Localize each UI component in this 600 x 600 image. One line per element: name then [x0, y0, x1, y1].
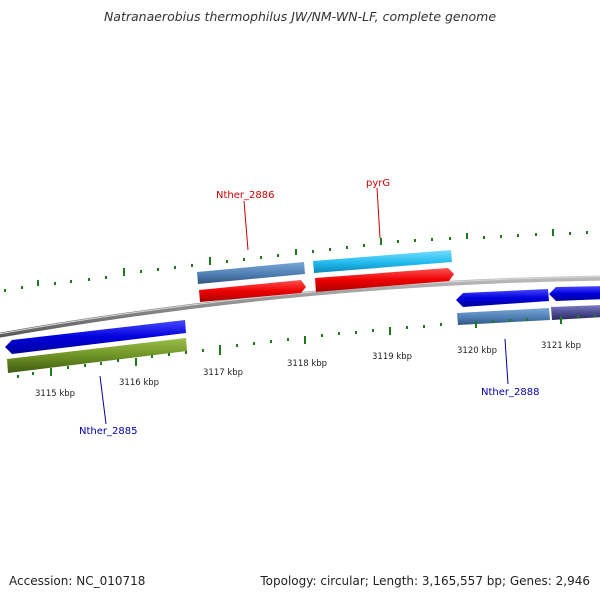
- reverse-strand-ticks: [17, 314, 596, 378]
- leader-line-nther-2886: [243, 200, 249, 251]
- cds-arrow-nther-2886: [199, 280, 306, 302]
- ruler-label: 3120 kbp: [457, 346, 497, 356]
- gene-feature-nther-2888: [457, 308, 550, 325]
- gene-feature-nther-2885: [7, 338, 187, 373]
- ruler-labels: 3115 kbp 3116 kbp 3117 kbp 3118 kbp 3119…: [35, 341, 581, 399]
- ruler-label: 3115 kbp: [35, 389, 75, 399]
- accession-label: Accession: NC_010718: [9, 574, 146, 588]
- forward-strand-ticks: [4, 229, 588, 292]
- gene-feature-next: [551, 305, 600, 320]
- cds-arrow-pyrg: [315, 268, 454, 292]
- gene-label-nther-2885[interactable]: Nther_2885: [79, 426, 137, 437]
- leader-line-nther-2885: [99, 375, 107, 425]
- cds-arrow-nther-2885: [5, 320, 186, 354]
- gene-feature-nther-2886: [197, 262, 305, 284]
- gene-label-nther-2886[interactable]: Nther_2886: [216, 190, 274, 201]
- map-title: Natranaerobius thermophilus JW/NM-WN-LF,…: [103, 9, 497, 24]
- ruler-label: 3117 kbp: [203, 368, 243, 378]
- ruler-label: 3121 kbp: [541, 341, 581, 351]
- ruler-label: 3116 kbp: [119, 378, 159, 388]
- genome-backbone: [0, 275, 600, 338]
- leader-line-pyrg: [376, 187, 381, 239]
- ruler-label: 3118 kbp: [287, 359, 327, 369]
- gene-label-nther-2888[interactable]: Nther_2888: [481, 387, 539, 398]
- gene-feature-pyrg: [313, 250, 452, 273]
- gene-label-pyrg[interactable]: pyrG: [366, 178, 390, 189]
- cds-arrow-next-gene: [549, 286, 600, 301]
- leader-line-nther-2888: [504, 338, 509, 385]
- genome-backbone-highlight: [0, 276, 600, 335]
- topology-label: Topology: circular; Length: 3,165,557 bp…: [260, 574, 590, 588]
- ruler-label: 3119 kbp: [372, 352, 412, 362]
- cds-arrow-nther-2888: [456, 289, 549, 307]
